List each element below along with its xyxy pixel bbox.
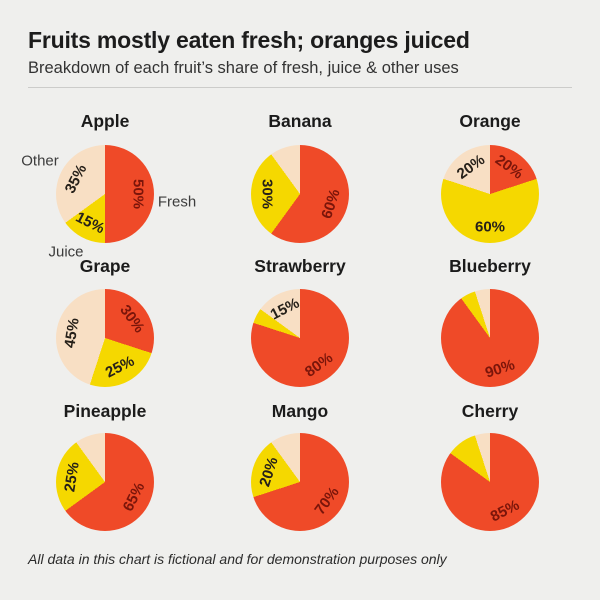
slice-label-mango-juice: 20% (255, 454, 282, 489)
page-title: Fruits mostly eaten fresh; oranges juice… (28, 27, 470, 53)
pie-title-banana: Banana (268, 111, 332, 131)
slice-label-cherry-fresh: 85% (487, 497, 523, 526)
pie-title-strawberry: Strawberry (254, 256, 346, 276)
pie-strawberry: 80% 15% (251, 289, 349, 387)
page-subtitle: Breakdown of each fruit’s share of fresh… (28, 59, 459, 77)
pie-title-blueberry: Blueberry (449, 256, 531, 276)
pie-title-grape: Grape (79, 256, 131, 276)
slice-label-strawberry-fresh: 80% (302, 348, 337, 381)
slice-label-grape-fresh: 30% (115, 301, 148, 336)
slice-label-pineapple-fresh: 65% (120, 479, 149, 515)
pie-banana: 60% 30% (251, 145, 349, 243)
slice-label-orange-other: 20% (453, 151, 488, 183)
slice-label-grape-juice: 25% (102, 353, 138, 382)
pie-title-pineapple: Pineapple (63, 401, 147, 421)
callout-other: Other (21, 152, 59, 170)
pie-grape: 30% 25% 45% (56, 289, 154, 387)
slice-label-orange-fresh: 20% (492, 151, 527, 183)
header-divider (28, 87, 572, 88)
slice-label-apple-fresh: 50% (129, 178, 147, 210)
pie-cherry: 85% (441, 433, 539, 531)
slice-label-pineapple-juice: 25% (61, 460, 84, 493)
slice-label-apple-juice: 15% (72, 209, 108, 238)
pie-apple: 50% 15% 35% (56, 145, 154, 243)
slice-label-banana-fresh: 60% (318, 187, 345, 222)
slice-label-apple-other: 35% (61, 161, 90, 197)
pie-title-mango: Mango (271, 401, 329, 421)
slice-label-strawberry-other: 15% (267, 294, 303, 323)
slice-label-grape-other: 45% (61, 316, 84, 349)
pie-blueberry: 90% (441, 289, 539, 387)
slice-label-blueberry-fresh: 90% (483, 356, 518, 383)
pie-title-cherry: Cherry (461, 401, 519, 421)
callout-juice: Juice (48, 243, 84, 261)
pie-title-orange: Orange (459, 111, 521, 131)
pie-orange: 20% 60% 20% (441, 145, 539, 243)
callout-fresh: Fresh (157, 193, 197, 211)
pie-pineapple: 65% 25% (56, 433, 154, 531)
slice-label-mango-fresh: 70% (310, 484, 343, 519)
slice-label-banana-juice: 30% (258, 178, 276, 210)
pie-title-apple: Apple (80, 111, 130, 131)
pie-mango: 70% 20% (251, 433, 349, 531)
slice-label-orange-juice: 60% (474, 218, 506, 236)
footer-note: All data in this chart is fictional and … (28, 551, 447, 567)
